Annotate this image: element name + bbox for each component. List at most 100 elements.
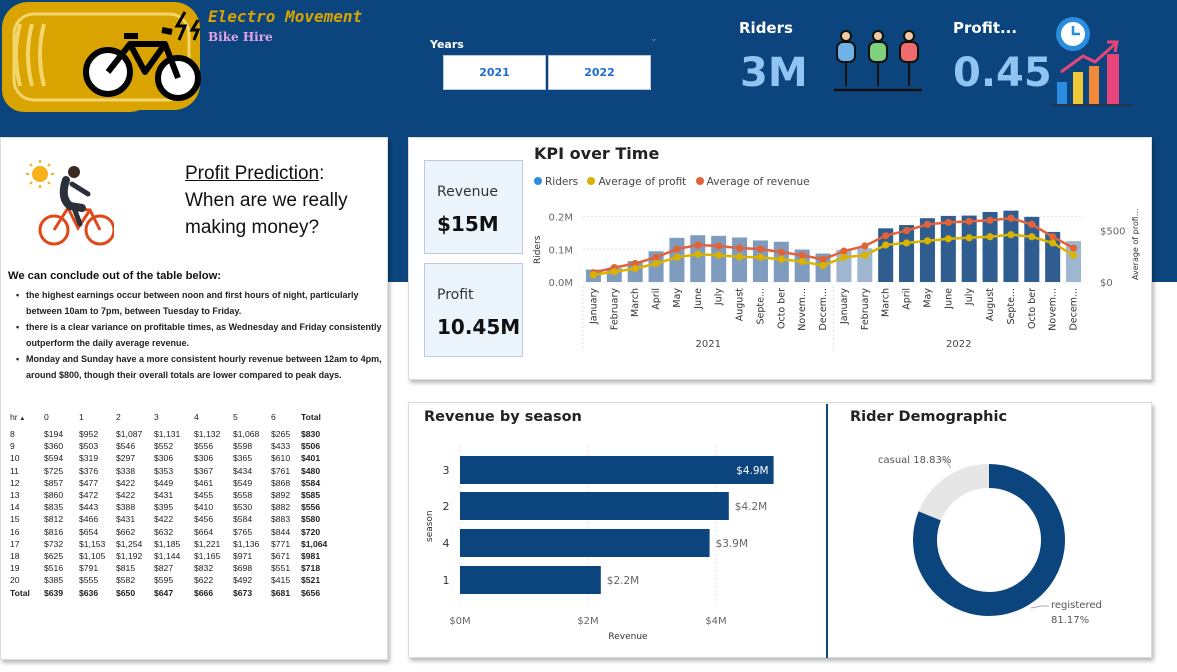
conclusion-bullets: the highest earnings occur between noon … [16, 288, 382, 384]
matrix-row: 9 $360 $503 $546 $552 $556 $598 $433 $506 [10, 440, 343, 452]
matrix-cell: $647 [154, 587, 174, 598]
matrix-cell: 12 [10, 477, 20, 488]
legend-dot [695, 177, 704, 185]
revenue-point [798, 251, 806, 259]
month-tick-label: March [630, 288, 641, 317]
riders-bar [1024, 216, 1040, 282]
month-tick-label: Decem... [1069, 288, 1080, 331]
matrix-header-cell[interactable]: Total [301, 412, 321, 422]
profit-kpi-value: 0.45 [953, 50, 1052, 96]
matrix-cell: $595 [154, 575, 174, 586]
profit-point [986, 233, 994, 241]
revenue-point [986, 216, 994, 224]
legend-item-revenue[interactable]: Average of revenue [695, 176, 810, 188]
matrix-row: 20 $385 $555 $582 $595 $622 $492 $415 $521 [10, 574, 343, 586]
matrix-cell: $306 [154, 453, 174, 464]
matrix-cell: $1,105 [79, 550, 106, 561]
profit-point [715, 251, 723, 259]
revenue-by-season-chart: $0M $2M $4M 3 $4.9M 2 $4.2M 4 $3.9M 1 $2.2M season R… [425, 446, 774, 642]
matrix-cell: $1,068 [233, 429, 260, 440]
matrix-cell: $410 [194, 502, 214, 513]
matrix-cell: $433 [271, 441, 291, 452]
matrix-cell: $882 [271, 502, 291, 513]
matrix-cell: $319 [79, 453, 99, 464]
year-button-2022[interactable]: 2022 [548, 55, 651, 90]
matrix-header-cell[interactable]: 6 [271, 412, 276, 422]
profit-point [694, 250, 702, 258]
matrix-cell: $521 [301, 575, 321, 586]
matrix-header-cell[interactable]: 5 [233, 412, 238, 422]
month-tick-label: June [943, 288, 954, 310]
riders-bar [899, 225, 915, 282]
matrix-body: 8 $194 $952 $1,087 $1,131 $1,132 $1,068 $265 $83… [10, 428, 343, 599]
matrix-cell: 16 [10, 526, 20, 537]
season-bar [460, 566, 601, 594]
matrix-header-cell[interactable]: hr ▲ [10, 412, 26, 422]
profit-prediction-card [0, 137, 388, 660]
legend-item-profit[interactable]: Average of profit [587, 176, 686, 188]
month-tick-label: Decem... [818, 288, 829, 331]
casual-slice [918, 464, 990, 521]
riders-bar [940, 215, 956, 282]
matrix-row: 15 $812 $466 $431 $422 $456 $584 $883 $580 [10, 513, 343, 525]
profit-card-label: Profit [437, 287, 474, 303]
month-tick-label: April [651, 288, 662, 310]
matrix-cell: $584 [301, 477, 321, 488]
matrix-cell: $632 [154, 526, 174, 537]
legend-dot [587, 177, 596, 185]
matrix-cell: 14 [10, 502, 20, 513]
matrix-cell: 20 [10, 575, 20, 586]
matrix-cell: $1,136 [233, 538, 260, 549]
profit-prediction-heading: Profit Prediction [185, 163, 320, 184]
matrix-cell: $1,254 [116, 538, 143, 549]
month-tick-label: January [839, 288, 850, 325]
profit-point [777, 255, 785, 263]
profit-prediction-title: Profit Prediction: When are we really ma… [185, 160, 385, 241]
riders-icon [834, 30, 922, 92]
revenue-point [652, 253, 660, 261]
year-tick-label: 2021 [696, 339, 721, 350]
kpi-chart-title: KPI over Time [534, 144, 660, 163]
legend-label: Average of revenue [706, 176, 810, 188]
divider [826, 404, 828, 658]
matrix-cell: $625 [44, 550, 64, 561]
y-axis-label: Riders [533, 235, 543, 264]
legend-label: Average of profit [598, 176, 687, 188]
matrix-cell: $664 [194, 526, 214, 537]
matrix-cell: $1,064 [301, 538, 328, 549]
revenue-point [965, 217, 973, 225]
year-button-2021[interactable]: 2021 [443, 55, 546, 90]
matrix-header-cell[interactable]: 2 [116, 412, 121, 422]
matrix-cell: 8 [10, 429, 15, 440]
matrix-cell: $580 [301, 514, 321, 525]
matrix-header-cell[interactable]: 3 [154, 412, 159, 422]
sort-up-icon[interactable]: ▲ [17, 416, 26, 422]
y-tick-label: 0.1M [548, 245, 573, 256]
matrix-row: 17 $732 $1,153 $1,254 $1,185 $1,221 $1,136 $771… [10, 538, 343, 550]
profit-point [735, 253, 744, 261]
matrix-cell: $681 [271, 587, 291, 598]
bike-logo-icon [2, 2, 201, 112]
matrix-cell: $443 [79, 502, 99, 513]
matrix-cell: $558 [233, 490, 253, 501]
riders-kpi-label: Riders [739, 19, 793, 37]
season-tick-label: 3 [443, 464, 450, 477]
matrix-header-cell[interactable]: 4 [194, 412, 199, 422]
revenue-point [902, 226, 911, 235]
legend-item-riders[interactable]: Riders [534, 176, 578, 188]
matrix-cell: $650 [116, 587, 136, 598]
y-tick-label: 0.0M [548, 278, 573, 289]
matrix-header-cell[interactable]: 0 [44, 412, 49, 422]
matrix-header-row: hr ▲ 0 1 2 3 4 5 6 Total [10, 412, 343, 428]
matrix-header-cell[interactable]: 1 [79, 412, 84, 422]
y2-tick-label: $500 [1100, 227, 1125, 238]
matrix-cell: $449 [154, 477, 174, 488]
revenue-card-label: Revenue [437, 184, 498, 200]
month-tick-label: February [860, 288, 871, 330]
matrix-cell: $816 [44, 526, 64, 537]
x-tick-label: $4M [705, 616, 726, 627]
profit-kpi-label: Profit... [953, 19, 1018, 37]
season-tick-label: 1 [443, 574, 450, 587]
chevron-down-icon[interactable]: ⌄ [650, 34, 658, 44]
matrix-cell: $265 [271, 429, 291, 440]
